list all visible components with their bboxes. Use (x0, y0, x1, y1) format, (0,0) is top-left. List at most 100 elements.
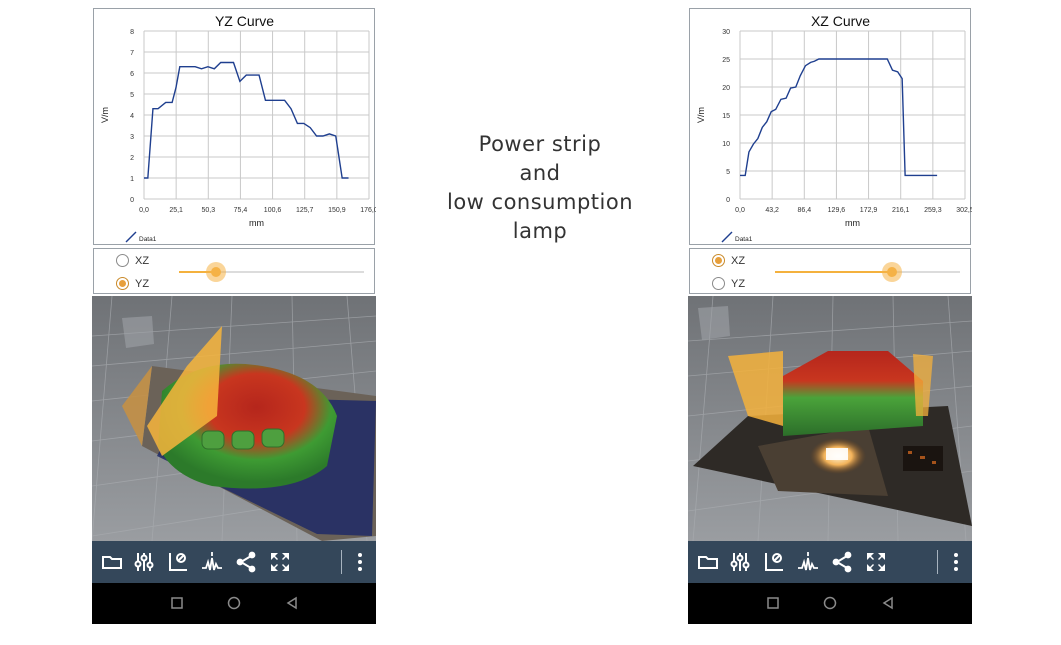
3d-field-view[interactable] (688, 296, 972, 541)
y-tick-label: 1 (130, 176, 134, 183)
toolbar-divider (937, 550, 938, 574)
legend-swatch (721, 231, 733, 243)
android-nav-bar (92, 583, 376, 624)
fullscreen-icon[interactable] (864, 550, 888, 574)
x-tick-label: 43,2 (765, 207, 779, 214)
chart-title: YZ Curve (215, 13, 274, 29)
bottom-toolbar (92, 541, 376, 583)
slider-fill (179, 271, 216, 273)
radio-xz[interactable]: XZ (116, 254, 149, 267)
y-tick-label: 30 (722, 29, 730, 36)
slider-thumb[interactable] (206, 262, 226, 282)
sliders-icon[interactable] (132, 550, 156, 574)
xz-curve-svg: XZ Curve 0,0 43,2 86,4 129,6 172,9 216,1 259,3 3… (696, 13, 972, 243)
slider-thumb[interactable] (881, 262, 902, 282)
radio-xz[interactable]: XZ (712, 254, 745, 267)
x-tick-label: 100,6 (264, 207, 282, 214)
y-tick-label: 2 (130, 155, 134, 162)
series-line (740, 58, 938, 177)
share-icon[interactable] (234, 550, 258, 574)
circle-nav-icon[interactable] (822, 595, 838, 611)
circle-nav-icon[interactable] (226, 595, 242, 611)
waveform-icon[interactable] (200, 550, 224, 574)
x-tick-label: 216,1 (892, 207, 910, 214)
caption-line-4: lamp (512, 219, 568, 243)
x-tick-label: 302,5 (956, 207, 972, 214)
phone-screen-right: XZ Curve 0,0 43,2 86,4 129,6 172,9 216,1 259,3 3… (688, 8, 972, 624)
caption-line-2: and (519, 161, 561, 185)
x-tick-label: 50,3 (201, 207, 215, 214)
chart-title: XZ Curve (811, 13, 870, 29)
y-tick-label: 5 (130, 92, 134, 99)
x-tick-label: 176,0 (360, 207, 376, 214)
slider-fill (775, 271, 892, 273)
share-icon[interactable] (830, 550, 854, 574)
toolbar-divider (341, 550, 342, 574)
axis-probe-icon[interactable] (762, 550, 786, 574)
3d-scene-left (92, 296, 376, 541)
radio-button-yz[interactable] (116, 277, 129, 290)
x-tick-label: 150,9 (328, 207, 346, 214)
3d-scene-right (688, 296, 972, 541)
x-tick-label: 0,0 (735, 207, 745, 214)
x-tick-label: 25,1 (169, 207, 183, 214)
y-tick-label: 0 (726, 197, 730, 204)
y-tick-label: 3 (130, 134, 134, 141)
plane-control-panel: XZ YZ (689, 248, 971, 294)
xz-curve-chart: XZ Curve 0,0 43,2 86,4 129,6 172,9 216,1 259,3 3… (689, 8, 972, 245)
triangle-back-icon[interactable] (284, 595, 300, 611)
y-axis-label: V/m (100, 107, 110, 123)
x-axis-label: mm (249, 218, 264, 228)
phone-screen-left: YZ Curve 0,0 25,1 50,3 75,4 100,6 125,7 150,9 17… (92, 8, 376, 624)
radio-button-xz[interactable] (116, 254, 129, 267)
y-tick-label: 7 (130, 50, 134, 57)
radio-button-yz[interactable] (712, 277, 725, 290)
x-tick-label: 125,7 (296, 207, 314, 214)
waveform-icon[interactable] (796, 550, 820, 574)
x-tick-label: 259,3 (924, 207, 942, 214)
radio-yz[interactable]: YZ (116, 277, 149, 290)
y-tick-label: 10 (722, 141, 730, 148)
x-axis-label: mm (845, 218, 860, 228)
3d-field-view[interactable] (92, 296, 376, 541)
yz-curve-chart: YZ Curve 0,0 25,1 50,3 75,4 100,6 125,7 150,9 17… (93, 8, 376, 245)
x-tick-label: 75,4 (234, 207, 248, 214)
series-line (144, 61, 349, 179)
plane-position-slider[interactable] (179, 262, 364, 282)
y-tick-label: 4 (130, 113, 134, 120)
radio-label-yz: YZ (135, 277, 150, 290)
x-tick-label: 86,4 (797, 207, 811, 214)
plane-position-slider[interactable] (775, 262, 960, 282)
fullscreen-icon[interactable] (268, 550, 292, 574)
legend-swatch (125, 231, 137, 243)
radio-yz[interactable]: YZ (712, 277, 745, 290)
folder-icon[interactable] (100, 550, 124, 574)
axis-probe-icon[interactable] (166, 550, 190, 574)
more-icon[interactable] (348, 550, 372, 574)
sliders-icon[interactable] (728, 550, 752, 574)
radio-label-yz: YZ (731, 277, 746, 290)
radio-label-xz: XZ (135, 254, 150, 267)
y-tick-label: 25 (722, 57, 730, 64)
x-tick-label: 172,9 (860, 207, 878, 214)
caption-text: Power strip and low consumption lamp (420, 130, 660, 246)
android-nav-bar (688, 583, 972, 624)
square-nav-icon[interactable] (765, 595, 781, 611)
y-tick-label: 6 (130, 71, 134, 78)
plane-control-panel: XZ YZ (93, 248, 375, 294)
bottom-toolbar (688, 541, 972, 583)
caption-line-3: low consumption (447, 190, 633, 214)
y-tick-label: 5 (726, 169, 730, 176)
y-tick-label: 20 (722, 85, 730, 92)
y-axis-label: V/m (696, 107, 706, 123)
triangle-back-icon[interactable] (880, 595, 896, 611)
radio-label-xz: XZ (731, 254, 746, 267)
radio-button-xz[interactable] (712, 254, 725, 267)
square-nav-icon[interactable] (169, 595, 185, 611)
y-tick-label: 8 (130, 29, 134, 36)
legend-label: Data1 (735, 236, 753, 243)
folder-icon[interactable] (696, 550, 720, 574)
y-tick-label: 0 (130, 197, 134, 204)
more-icon[interactable] (944, 550, 968, 574)
